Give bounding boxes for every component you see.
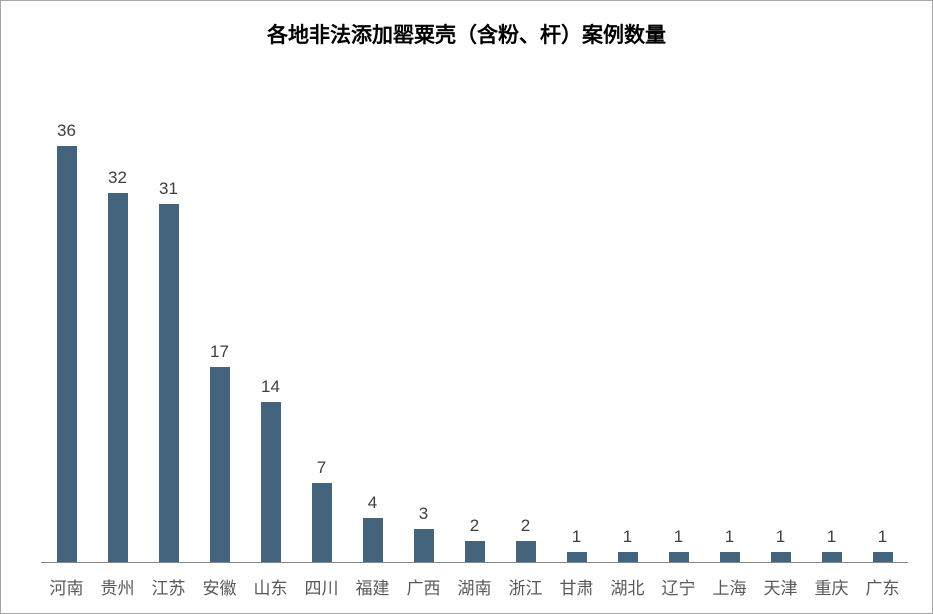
bar-slot: 7	[296, 101, 347, 563]
x-axis-label: 贵州	[92, 574, 143, 599]
x-axis-label: 安徽	[194, 574, 245, 599]
bar-slot: 2	[449, 101, 500, 563]
chart-container: 各地非法添加罂粟壳（含粉、杆）案例数量 36323117147432211111…	[0, 0, 933, 614]
x-axis-label: 广东	[857, 574, 908, 599]
bar-value-label: 1	[623, 527, 632, 547]
bar-value-label: 7	[317, 458, 326, 478]
x-axis-label: 湖南	[449, 574, 500, 599]
bar-value-label: 2	[521, 516, 530, 536]
x-axis-label: 重庆	[806, 574, 857, 599]
x-axis-label: 广西	[398, 574, 449, 599]
x-axis-label: 天津	[755, 574, 806, 599]
bar-rect	[107, 192, 129, 563]
bar-slot: 1	[653, 101, 704, 563]
x-axis-label: 辽宁	[653, 574, 704, 599]
bar-slot: 1	[806, 101, 857, 563]
bar-value-label: 1	[827, 527, 836, 547]
bar-value-label: 1	[776, 527, 785, 547]
bar-value-label: 32	[108, 168, 127, 188]
x-axis-label: 浙江	[500, 574, 551, 599]
bar-rect	[311, 482, 333, 563]
bar-slot: 2	[500, 101, 551, 563]
bar-rect	[515, 540, 537, 563]
bars-group: 3632311714743221111111	[41, 101, 908, 563]
bar-slot: 14	[245, 101, 296, 563]
bar-rect	[464, 540, 486, 563]
x-axis-label: 上海	[704, 574, 755, 599]
bar-value-label: 2	[470, 516, 479, 536]
bar-value-label: 17	[210, 342, 229, 362]
bar-slot: 1	[602, 101, 653, 563]
bar-value-label: 31	[159, 179, 178, 199]
x-axis-label: 山东	[245, 574, 296, 599]
x-axis-label: 福建	[347, 574, 398, 599]
bar-rect	[56, 145, 78, 563]
bar-rect	[260, 401, 282, 563]
bar-slot: 1	[755, 101, 806, 563]
bar-slot: 36	[41, 101, 92, 563]
plot-area: 3632311714743221111111	[41, 101, 908, 563]
x-axis-label: 河南	[41, 574, 92, 599]
bar-slot: 1	[857, 101, 908, 563]
bar-rect	[209, 366, 231, 563]
bar-value-label: 1	[878, 527, 887, 547]
bar-value-label: 14	[261, 377, 280, 397]
bar-slot: 17	[194, 101, 245, 563]
bar-rect	[413, 528, 435, 563]
bar-value-label: 36	[57, 121, 76, 141]
bar-value-label: 4	[368, 493, 377, 513]
chart-title: 各地非法添加罂粟壳（含粉、杆）案例数量	[1, 19, 932, 49]
bar-value-label: 1	[725, 527, 734, 547]
x-axis-label: 甘肃	[551, 574, 602, 599]
bar-slot: 3	[398, 101, 449, 563]
bar-slot: 31	[143, 101, 194, 563]
x-axis-label: 四川	[296, 574, 347, 599]
x-axis-baseline	[41, 562, 908, 563]
bar-value-label: 1	[674, 527, 683, 547]
bar-value-label: 3	[419, 504, 428, 524]
bar-slot: 4	[347, 101, 398, 563]
bar-rect	[362, 517, 384, 563]
x-axis-labels: 河南贵州江苏安徽山东四川福建广西湖南浙江甘肃湖北辽宁上海天津重庆广东	[41, 574, 908, 599]
bar-slot: 1	[551, 101, 602, 563]
bar-slot: 32	[92, 101, 143, 563]
bar-slot: 1	[704, 101, 755, 563]
x-axis-label: 湖北	[602, 574, 653, 599]
bar-rect	[158, 203, 180, 563]
x-axis-label: 江苏	[143, 574, 194, 599]
bar-value-label: 1	[572, 527, 581, 547]
